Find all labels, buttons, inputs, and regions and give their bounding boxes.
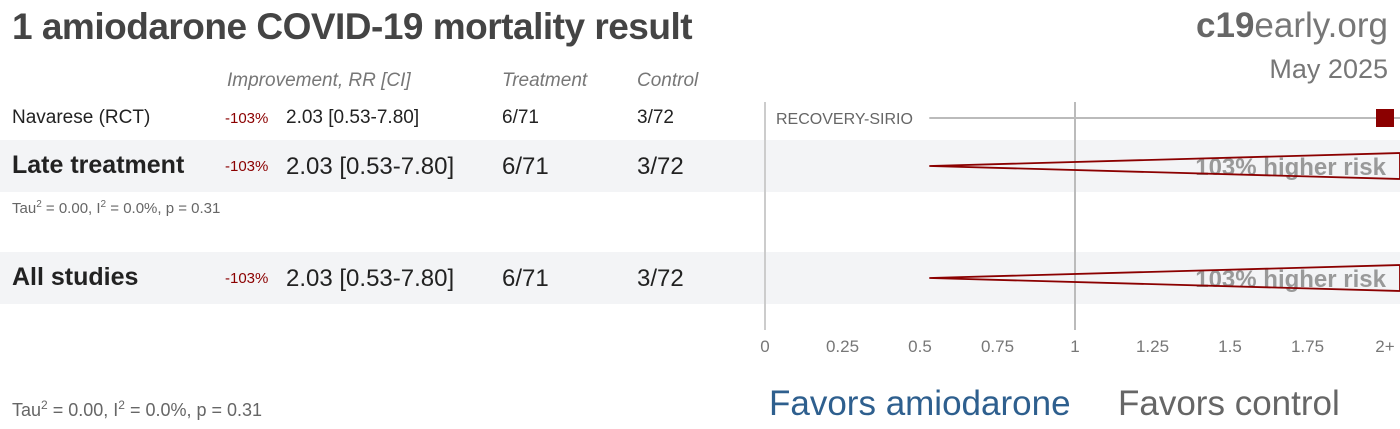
site-logo-rest: early.org	[1254, 6, 1388, 45]
overall-name: All studies	[12, 263, 139, 291]
study-marker	[1376, 109, 1394, 127]
header-improvement: Improvement, RR [CI]	[227, 70, 411, 91]
header-treatment: Treatment	[502, 70, 588, 91]
study-name: Navarese (RCT)	[12, 107, 151, 128]
overall-control: 3/72	[637, 265, 684, 292]
overall-stats: Tau2 = 0.00, I2 = 0.0%, p = 0.31	[12, 398, 263, 420]
subgroup-rr-ci: 2.03 [0.53-7.80]	[286, 153, 455, 180]
date-label: May 2025	[1269, 54, 1388, 84]
x-tick-label: 2+	[1375, 337, 1394, 356]
study-plot-label: RECOVERY-SIRIO	[776, 111, 913, 128]
study-rr-ci: 2.03 [0.53-7.80]	[286, 107, 420, 128]
x-tick-label: 0.5	[908, 337, 932, 356]
x-tick-label: 1.75	[1291, 337, 1324, 356]
page-title: 1 amiodarone COVID-19 mortality result	[12, 6, 693, 47]
x-tick-label: 0.75	[981, 337, 1014, 356]
subgroup-name: Late treatment	[12, 151, 185, 179]
favors-control-label: Favors control	[1118, 384, 1340, 423]
study-treatment: 6/71	[502, 107, 539, 128]
subgroup-band	[0, 140, 1400, 192]
overall-treatment: 6/71	[502, 265, 549, 292]
subgroup-control: 3/72	[637, 153, 684, 180]
x-tick-label: 0.25	[826, 337, 859, 356]
study-control: 3/72	[637, 107, 674, 128]
overall-band	[0, 252, 1400, 304]
x-tick-label: 0	[760, 337, 769, 356]
site-logo: c19early.org	[1196, 6, 1388, 46]
site-logo-bold: c19	[1196, 6, 1255, 45]
subgroup-improvement: -103%	[225, 158, 269, 175]
x-tick-label: 1.25	[1136, 337, 1169, 356]
subgroup-treatment: 6/71	[502, 153, 549, 180]
favors-treatment-label: Favors amiodarone	[769, 384, 1071, 423]
x-tick-label: 1.5	[1218, 337, 1242, 356]
x-tick-label: 1	[1070, 337, 1079, 356]
overall-rr-ci: 2.03 [0.53-7.80]	[286, 265, 455, 292]
overall-improvement: -103%	[225, 270, 269, 287]
study-improvement: -103%	[225, 110, 269, 127]
header-control: Control	[637, 70, 699, 91]
subgroup-stats: Tau2 = 0.00, I2 = 0.0%, p = 0.31	[12, 199, 221, 217]
